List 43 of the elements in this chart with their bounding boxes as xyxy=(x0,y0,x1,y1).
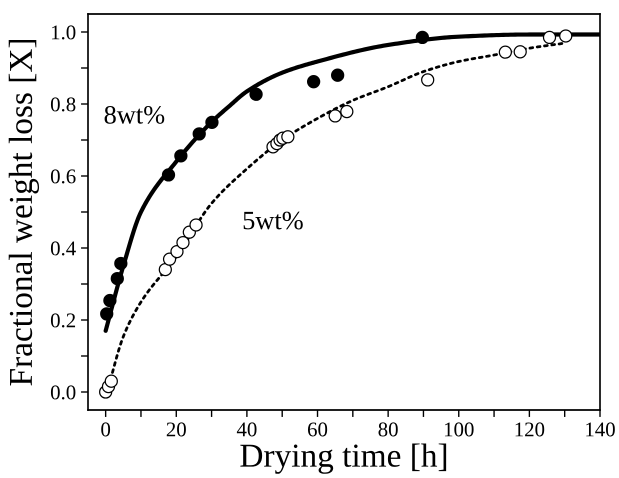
point xyxy=(331,68,344,82)
point xyxy=(306,75,320,88)
point xyxy=(170,244,184,258)
y-tick-label: 0.4 xyxy=(50,241,76,256)
point xyxy=(104,374,118,388)
point xyxy=(162,252,176,266)
point xyxy=(416,30,430,44)
x-tick-label: 120 xyxy=(516,422,544,436)
point xyxy=(281,130,294,144)
x-tick-label: 20 xyxy=(166,422,186,436)
point xyxy=(192,127,206,141)
point xyxy=(110,272,124,286)
point xyxy=(174,149,188,162)
point xyxy=(158,262,172,276)
x-axis-title: Drying time [h] xyxy=(240,443,446,474)
y-tick-label: 0.8 xyxy=(50,97,76,112)
point xyxy=(162,168,176,182)
y-tick-label: 1.0 xyxy=(52,25,76,40)
point xyxy=(514,45,527,58)
x-tick-label: 0 xyxy=(101,422,110,436)
series-label: 8wt% xyxy=(104,106,164,124)
point xyxy=(542,30,556,44)
x-tick-label: 40 xyxy=(236,422,257,436)
x-tick-label: 80 xyxy=(378,422,398,436)
x-tick-label: 140 xyxy=(586,422,615,436)
y-axis-title: Fractional weight loss [X] xyxy=(8,40,40,386)
point xyxy=(249,88,263,101)
x-tick-label: 100 xyxy=(444,422,474,436)
point xyxy=(340,104,354,118)
point xyxy=(421,73,434,87)
y-tick-label: 0.0 xyxy=(50,385,76,400)
point xyxy=(100,307,114,321)
x-tick-label: 60 xyxy=(308,422,328,436)
series-label: 5wt% xyxy=(244,212,303,230)
point xyxy=(498,46,512,59)
y-tick-label: 0.6 xyxy=(50,169,76,184)
point xyxy=(103,294,117,308)
point xyxy=(176,236,190,250)
point xyxy=(205,116,219,129)
point xyxy=(189,218,203,232)
point xyxy=(114,256,128,270)
point xyxy=(559,29,572,43)
y-tick-label: 0.2 xyxy=(50,313,76,328)
